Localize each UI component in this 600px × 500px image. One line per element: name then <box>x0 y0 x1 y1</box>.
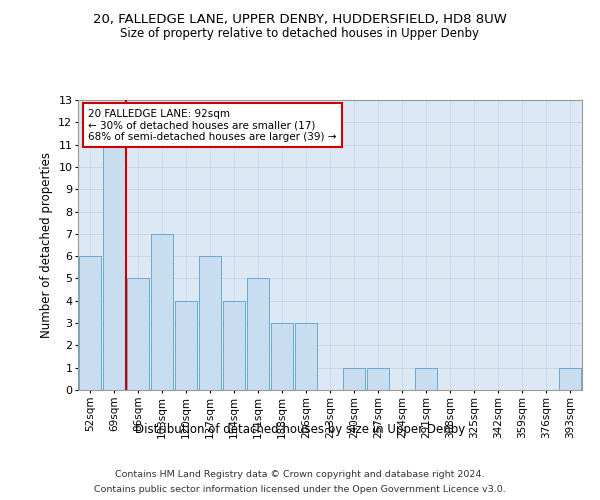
Bar <box>151 234 173 390</box>
Bar <box>415 368 437 390</box>
Y-axis label: Number of detached properties: Number of detached properties <box>40 152 53 338</box>
Bar <box>343 368 365 390</box>
Bar <box>295 323 317 390</box>
Bar <box>103 144 125 390</box>
Bar <box>559 368 581 390</box>
Bar <box>223 301 245 390</box>
Bar <box>247 278 269 390</box>
Bar <box>367 368 389 390</box>
Text: Size of property relative to detached houses in Upper Denby: Size of property relative to detached ho… <box>121 28 479 40</box>
Text: 20, FALLEDGE LANE, UPPER DENBY, HUDDERSFIELD, HD8 8UW: 20, FALLEDGE LANE, UPPER DENBY, HUDDERSF… <box>93 12 507 26</box>
Bar <box>79 256 101 390</box>
Bar <box>127 278 149 390</box>
Text: Contains public sector information licensed under the Open Government Licence v3: Contains public sector information licen… <box>94 485 506 494</box>
Text: Distribution of detached houses by size in Upper Denby: Distribution of detached houses by size … <box>135 422 465 436</box>
Bar <box>271 323 293 390</box>
Bar <box>175 301 197 390</box>
Bar <box>199 256 221 390</box>
Text: Contains HM Land Registry data © Crown copyright and database right 2024.: Contains HM Land Registry data © Crown c… <box>115 470 485 479</box>
Text: 20 FALLEDGE LANE: 92sqm
← 30% of detached houses are smaller (17)
68% of semi-de: 20 FALLEDGE LANE: 92sqm ← 30% of detache… <box>88 108 337 142</box>
